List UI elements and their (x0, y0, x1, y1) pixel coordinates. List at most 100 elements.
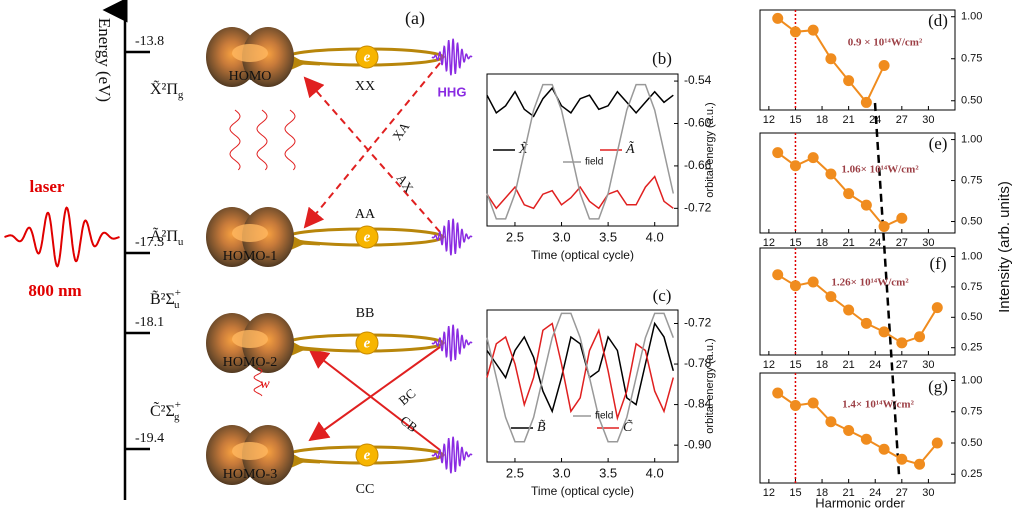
y-axis-title: Intensity (arb. units) (996, 181, 1013, 313)
x-tick-label: 3.0 (552, 229, 570, 244)
data-point (825, 416, 836, 427)
y-tick-label: 1.00 (961, 11, 982, 23)
x-tick-label: 30 (922, 487, 934, 499)
state-sub: u (178, 236, 184, 248)
data-point (861, 318, 872, 329)
energy-value: -18.1 (135, 315, 164, 330)
data-point (861, 97, 872, 108)
y-tick-label: 0.75 (961, 281, 982, 293)
plot-frame (760, 10, 955, 110)
orbit-arrow (300, 243, 320, 244)
energy-value: -13.8 (135, 34, 164, 49)
electron-label: e (364, 335, 371, 351)
panel-label: (e) (929, 134, 948, 153)
data-point (808, 152, 819, 163)
x-tick-label: 18 (816, 237, 828, 249)
state-label: X̃²Πg (150, 80, 184, 101)
data-point (879, 60, 890, 71)
energy-label: Energy (eV) (95, 18, 114, 102)
molecule-core (232, 44, 268, 62)
x-tick-label: 21 (843, 114, 855, 126)
data-point (772, 388, 783, 399)
data-point (825, 291, 836, 302)
annotation: 1.06× 10¹⁴W/cm² (841, 164, 919, 176)
x-tick-label: 12 (763, 487, 775, 499)
data-point (843, 305, 854, 316)
orbital-label: HOMO-2 (223, 355, 277, 370)
coupling-wave (230, 110, 240, 170)
legend-label: field (585, 157, 603, 168)
y-tick-label: 0.75 (961, 53, 982, 65)
x-tick-label: 4.0 (646, 229, 664, 244)
data-point (808, 277, 819, 288)
molecule-core (232, 224, 268, 242)
x-tick-label: 2.5 (506, 229, 524, 244)
channel-label: AA (355, 207, 376, 222)
y-tick-label: 1.00 (961, 374, 982, 386)
x-tick-label: 12 (763, 359, 775, 371)
x-axis-title: Time (optical cycle) (531, 484, 634, 498)
molecule-core (232, 442, 268, 460)
x-tick-label: 3.5 (599, 229, 617, 244)
orbital-label: HOMO-3 (223, 467, 277, 482)
channel-label: XA (389, 119, 412, 143)
wavelength-label: 800 nm (28, 281, 81, 300)
data-point (843, 425, 854, 436)
coupling-wave (257, 110, 267, 170)
y-tick-label: -0.54 (684, 73, 712, 87)
x-tick-label: 30 (922, 359, 934, 371)
data-point (843, 188, 854, 199)
laser-pulse (5, 208, 120, 267)
data-point (825, 53, 836, 64)
trend-line (875, 103, 899, 475)
data-point (825, 168, 836, 179)
data-point (861, 200, 872, 211)
state-sub: g (174, 411, 180, 423)
legend-label: B̃ (537, 419, 546, 435)
x-tick-label: 15 (789, 487, 801, 499)
legend-label: field (595, 411, 613, 422)
state-main: X̃²Π (150, 80, 178, 98)
x-tick-label: 12 (763, 114, 775, 126)
y-tick-label: 0.75 (961, 174, 982, 186)
data-point (790, 400, 801, 411)
state-sup: + (175, 287, 181, 299)
hhg-label: HHG (438, 84, 467, 99)
x-tick-label: 12 (763, 237, 775, 249)
state-label: C̃²Σ+g (150, 399, 181, 423)
hhg-pulse (432, 219, 472, 254)
transition-arrow (310, 347, 440, 440)
data-point (790, 26, 801, 37)
state-main: C̃²Σ (150, 401, 175, 419)
x-axis-title: Harmonic order (815, 495, 905, 510)
state-main: Ã²Π (150, 227, 178, 245)
channel-label: BC (396, 386, 419, 409)
x-tick-label: 4.0 (646, 465, 664, 480)
orbital-label: HOMO (229, 69, 272, 84)
state-sup: + (175, 399, 181, 411)
panel-label: (f) (930, 254, 947, 273)
data-point (879, 444, 890, 455)
data-point (932, 438, 943, 449)
data-point (914, 331, 925, 342)
x-tick-label: 3.5 (599, 465, 617, 480)
x-tick-label: 21 (843, 359, 855, 371)
data-point (896, 213, 907, 224)
x-tick-label: 15 (789, 359, 801, 371)
y-tick-label: -0.72 (684, 316, 712, 330)
molecule-core (232, 330, 268, 348)
plot-frame (760, 133, 955, 233)
state-main: B̃²Σ (150, 290, 175, 308)
state-label: Ã²Πu (150, 227, 184, 248)
data-point (879, 326, 890, 337)
y-tick-label: 0.50 (961, 95, 982, 107)
x-tick-label: 15 (789, 237, 801, 249)
y-tick-label: -0.90 (684, 437, 712, 451)
data-point (914, 459, 925, 470)
data-point (808, 25, 819, 36)
panel-label: (c) (653, 286, 672, 305)
channel-label: XX (355, 79, 375, 94)
y-tick-label: 1.00 (961, 250, 982, 262)
page: { "diagram": { "panel_label": "(a)", "ax… (0, 0, 1017, 514)
hhg-pulse (432, 437, 472, 472)
